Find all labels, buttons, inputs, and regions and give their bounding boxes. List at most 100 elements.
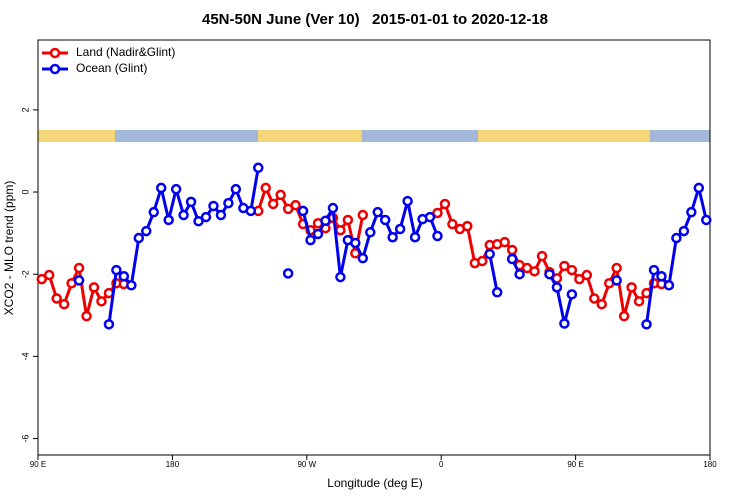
data-point bbox=[529, 266, 540, 277]
data-point bbox=[618, 310, 630, 322]
x-tick-label: 180 bbox=[703, 460, 717, 469]
data-point bbox=[148, 206, 159, 218]
data-point bbox=[126, 280, 137, 291]
legend-label: Land (Nadir&Glint) bbox=[76, 45, 175, 59]
data-point bbox=[671, 232, 682, 244]
data-point bbox=[409, 231, 421, 243]
data-point bbox=[267, 198, 279, 210]
data-point bbox=[596, 298, 607, 310]
data-point bbox=[51, 293, 62, 304]
data-point bbox=[335, 224, 346, 236]
y-tick-label: -2 bbox=[20, 270, 30, 278]
data-point bbox=[506, 244, 518, 256]
data-point bbox=[141, 225, 152, 237]
data-point bbox=[96, 296, 107, 307]
data-point bbox=[327, 202, 339, 214]
data-point bbox=[424, 211, 436, 223]
land-mask bbox=[38, 130, 710, 142]
data-point bbox=[589, 293, 600, 304]
data-point bbox=[163, 214, 174, 226]
data-point bbox=[394, 223, 406, 235]
data-point bbox=[462, 220, 473, 232]
data-point bbox=[200, 211, 212, 223]
data-point bbox=[663, 280, 675, 291]
data-point bbox=[208, 200, 219, 212]
data-point bbox=[36, 273, 47, 285]
data-point bbox=[656, 271, 667, 282]
data-point bbox=[223, 197, 234, 209]
y-tick-label: -4 bbox=[20, 352, 30, 360]
y-tick-label: -6 bbox=[20, 435, 30, 443]
data-point bbox=[633, 296, 645, 307]
ocean-strip bbox=[115, 130, 258, 142]
chart-title: 45N-50N June (Ver 10) 2015-01-01 to 2020… bbox=[202, 11, 548, 28]
data-point bbox=[484, 248, 495, 260]
data-point bbox=[245, 205, 257, 217]
data-point bbox=[387, 231, 398, 243]
data-point bbox=[626, 282, 637, 293]
data-point bbox=[215, 209, 227, 221]
data-point bbox=[185, 196, 197, 208]
legend-marker bbox=[49, 63, 61, 75]
data-point bbox=[678, 225, 690, 237]
data-point bbox=[581, 269, 593, 281]
data-point bbox=[58, 298, 70, 310]
x-tick-label: 90 W bbox=[297, 460, 316, 469]
data-point bbox=[357, 209, 369, 221]
ocean-strip bbox=[362, 130, 478, 142]
series-line bbox=[548, 273, 574, 326]
data-point bbox=[491, 287, 503, 298]
data-point bbox=[73, 275, 85, 286]
data-point bbox=[566, 289, 578, 300]
data-point bbox=[559, 260, 570, 272]
data-point bbox=[297, 205, 309, 217]
data-point bbox=[133, 232, 145, 244]
data-point bbox=[566, 264, 578, 276]
data-point bbox=[275, 189, 286, 201]
data-point bbox=[111, 264, 122, 276]
data-point bbox=[320, 215, 331, 227]
data-point bbox=[312, 228, 324, 240]
data-point bbox=[43, 269, 55, 281]
data-point bbox=[155, 182, 167, 194]
data-point bbox=[357, 252, 369, 264]
data-point bbox=[447, 218, 458, 230]
data-point bbox=[178, 209, 189, 221]
data-point bbox=[499, 236, 510, 248]
data-point bbox=[693, 182, 705, 194]
data-point bbox=[544, 268, 555, 280]
data-point bbox=[439, 198, 451, 210]
data-point bbox=[103, 319, 115, 330]
data-point bbox=[290, 199, 301, 211]
data-point bbox=[372, 206, 383, 218]
data-point bbox=[402, 195, 413, 207]
data-point bbox=[559, 318, 570, 329]
x-tick-label: 90 E bbox=[30, 460, 46, 469]
y-tick-label: 2 bbox=[20, 107, 30, 112]
data-point bbox=[574, 273, 585, 285]
y-axis-label: XCO2 - MLO trend (ppm) bbox=[2, 181, 16, 316]
ocean-strip bbox=[650, 130, 710, 142]
data-point bbox=[432, 207, 443, 219]
data-point bbox=[611, 262, 622, 274]
data-point bbox=[365, 227, 376, 238]
plot-frame bbox=[37, 39, 711, 456]
data-point bbox=[686, 206, 697, 218]
data-point bbox=[253, 162, 264, 174]
data-point bbox=[551, 282, 563, 293]
data-point bbox=[170, 183, 182, 195]
data-point bbox=[73, 262, 85, 274]
data-point bbox=[701, 214, 712, 226]
data-point bbox=[514, 268, 525, 280]
data-point bbox=[335, 271, 346, 283]
data-point bbox=[342, 214, 354, 226]
x-tick-label: 0 bbox=[439, 460, 444, 469]
x-tick-label: 90 E bbox=[567, 460, 583, 469]
data-point bbox=[379, 214, 391, 226]
data-point bbox=[648, 264, 660, 276]
legend-marker bbox=[49, 47, 61, 59]
data-point bbox=[193, 215, 204, 227]
data-point bbox=[536, 250, 548, 262]
legend-label: Ocean (Glint) bbox=[76, 61, 147, 75]
